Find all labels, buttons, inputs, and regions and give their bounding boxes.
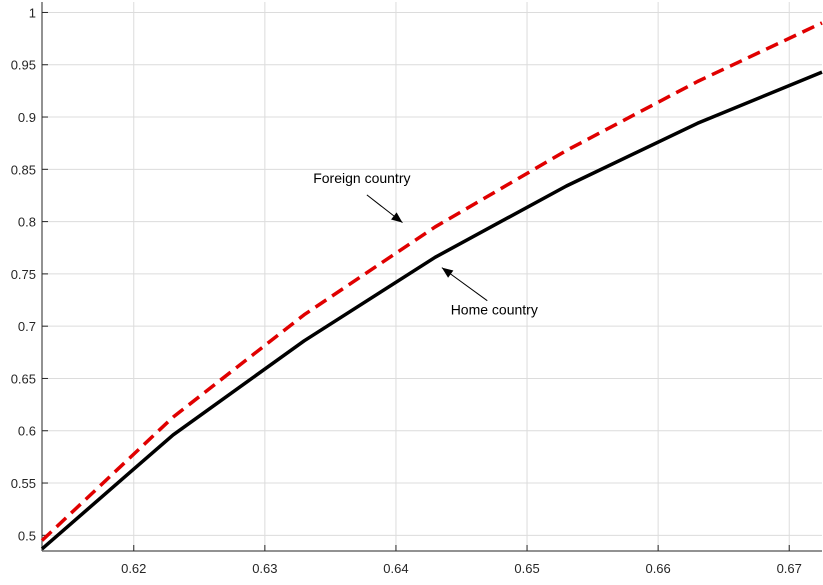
y-tick-label: 0.75	[11, 267, 36, 282]
y-ticks: 0.5 0.55 0.6 0.65 0.7 0.75 0.8 0.85 0.9 0.95 1	[11, 5, 48, 543]
y-tick-label: 0.8	[18, 215, 36, 230]
y-tick-label: 0.7	[18, 319, 36, 334]
x-ticks: 0.62 0.63 0.64 0.65 0.66 0.67	[121, 545, 802, 576]
y-tick-label: 0.55	[11, 476, 36, 491]
x-tick-label: 0.65	[514, 561, 539, 576]
x-tick-label: 0.62	[121, 561, 146, 576]
y-tick-label: 1	[29, 5, 36, 20]
y-tick-label: 0.9	[18, 110, 36, 125]
axes	[41, 2, 822, 552]
y-tick-label: 0.95	[11, 58, 36, 73]
x-tick-label: 0.66	[645, 561, 670, 576]
grid	[42, 2, 822, 551]
foreign-country-label: Foreign country	[313, 170, 410, 186]
x-tick-label: 0.63	[252, 561, 277, 576]
series-lines	[40, 21, 823, 551]
y-tick-label: 0.5	[18, 528, 36, 543]
x-tick-label: 0.67	[777, 561, 802, 576]
home-country-arrowhead	[441, 267, 454, 278]
x-tick-label: 0.64	[383, 561, 408, 576]
y-tick-label: 0.6	[18, 424, 36, 439]
annotations: Foreign country Home country	[313, 170, 538, 318]
foreign-country-arrowhead	[391, 212, 403, 223]
y-tick-label: 0.85	[11, 162, 36, 177]
foreign-country-line	[40, 21, 823, 542]
home-country-line	[40, 70, 823, 551]
home-country-label: Home country	[451, 302, 538, 318]
y-tick-label: 0.65	[11, 371, 36, 386]
